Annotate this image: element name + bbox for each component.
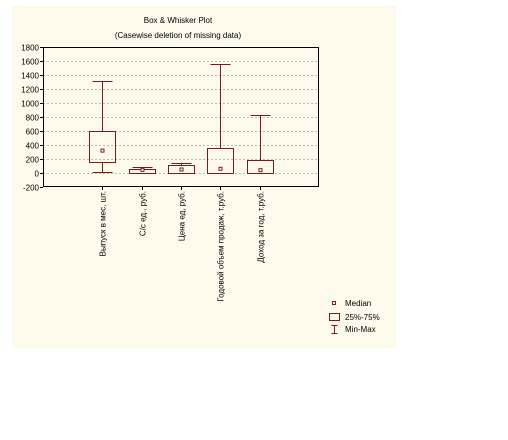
category-label: Цена ед, руб. [178,191,187,241]
category-label: С/с ед., руб. [139,191,148,236]
plot-frame [43,47,319,187]
axes [40,47,319,190]
box-iqr [207,148,234,174]
y-tick-label: -200 [23,184,40,193]
legend-box-label: 25%-75% [345,313,380,322]
box-5 [247,115,274,174]
legend-median-marker [332,301,336,305]
box-1 [89,81,116,173]
category-label: Доход за год, т.руб. [257,191,266,263]
median-marker [218,166,223,171]
box-iqr [247,160,274,174]
y-tick-label: 1400 [21,72,39,81]
legend: Median 25%-75% Min-Max [329,299,380,334]
category-labels: Выпуск в мес, шт. С/с ед., руб. Цена ед, р… [99,191,266,302]
box-3 [168,163,195,174]
chart-subtitle: (Casewise deletion of missing data) [115,31,242,40]
y-tick-labels: 1800 1600 1400 1200 1000 800 600 400 200 0 -200 [21,44,39,193]
y-tick-label: 200 [26,156,40,165]
box-iqr [89,131,116,163]
y-tick-label: 600 [26,128,40,137]
median-marker [140,167,145,172]
box-iqr [168,165,195,174]
chart-panel: Box & Whisker Plot (Casewise deletion of… [12,6,396,348]
box-whisker-chart: Box & Whisker Plot (Casewise deletion of… [21,16,380,334]
y-tick-label: 0 [35,170,40,179]
y-tick-label: 1800 [21,44,39,53]
y-tick-label: 800 [26,114,40,123]
y-tick-label: 1200 [21,86,39,95]
chart-title: Box & Whisker Plot [144,16,213,25]
legend-median-label: Median [345,299,371,308]
category-label: Годовой объем продаж, т.руб. [217,191,226,302]
legend-whisker-label: Min-Max [345,325,376,334]
y-tick-label: 1600 [21,58,39,67]
y-tick-label: 1000 [21,100,39,109]
legend-box-marker [329,313,340,321]
grid-lines [43,61,319,174]
median-marker [258,168,263,173]
median-marker [100,148,105,153]
box-2 [129,167,156,174]
y-tick-label: 400 [26,142,40,151]
category-label: Выпуск в мес, шт. [99,191,108,256]
boxes [89,64,274,174]
median-marker [179,167,184,172]
legend-whisker-marker [331,325,338,334]
box-4 [207,64,234,174]
